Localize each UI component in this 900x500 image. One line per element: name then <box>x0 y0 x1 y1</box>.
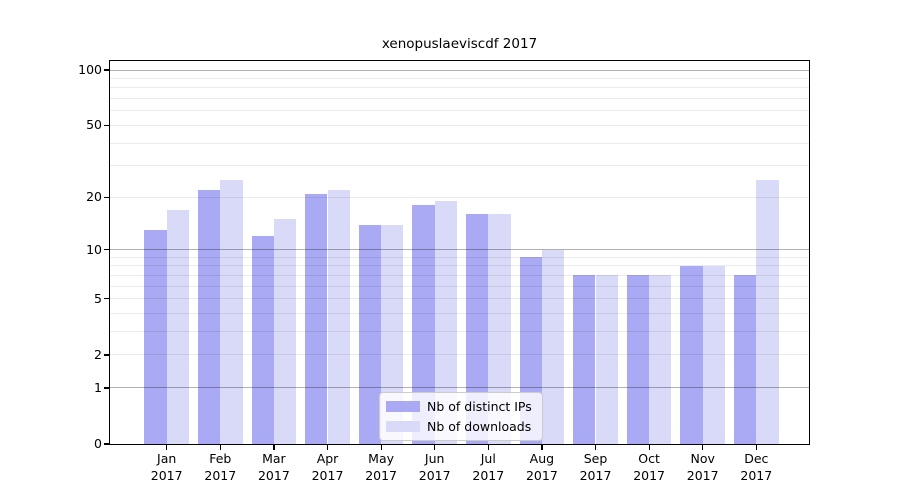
bar-distinct-ips-sep <box>573 275 596 444</box>
x-tick-label: Jan 2017 <box>150 451 183 483</box>
bar-distinct-ips-feb <box>198 189 221 444</box>
x-tick-label: Dec 2017 <box>740 451 773 483</box>
minor-gridline <box>110 313 809 315</box>
legend-label-downloads: Nb of downloads <box>427 419 532 434</box>
x-tick-label: Jul 2017 <box>472 451 505 483</box>
x-tick-label: Mar 2017 <box>257 451 290 483</box>
bar-distinct-ips-jan <box>144 230 167 444</box>
x-tick <box>487 445 489 450</box>
x-tick <box>273 445 275 450</box>
legend-item-distinct-ips: Nb of distinct IPs <box>386 399 532 414</box>
minor-gridline <box>110 354 809 356</box>
y-tick-label: 0 <box>94 436 102 451</box>
minor-gridline <box>110 196 809 198</box>
x-tick <box>166 445 168 450</box>
bar-downloads-dec <box>756 179 779 444</box>
y-tick-label: 100 <box>78 62 102 77</box>
minor-gridline <box>110 87 809 89</box>
y-tick-label: 5 <box>94 290 102 306</box>
bar-downloads-feb <box>220 179 243 444</box>
y-tick <box>104 196 110 198</box>
y-tick-label: 50 <box>86 117 102 133</box>
minor-gridline <box>110 110 809 112</box>
minor-gridline <box>110 165 809 167</box>
x-tick <box>594 445 597 450</box>
bar-distinct-ips-oct <box>626 275 650 444</box>
x-tick-label: Jun 2017 <box>418 451 451 483</box>
y-tick-label: 10 <box>86 241 102 257</box>
legend: Nb of distinct IPs Nb of downloads <box>379 392 543 441</box>
minor-gridline <box>110 331 809 333</box>
bar-downloads-nov <box>702 265 725 444</box>
x-tick <box>326 445 329 450</box>
bar-downloads-sep <box>595 275 618 444</box>
y-tick <box>104 387 110 389</box>
x-tick <box>702 445 704 450</box>
bar-downloads-jul <box>488 214 511 444</box>
major-gridline <box>110 387 809 389</box>
x-tick <box>541 445 543 450</box>
y-tick <box>104 249 110 251</box>
x-tick-label: Oct 2017 <box>633 451 665 483</box>
legend-item-downloads: Nb of downloads <box>386 419 532 434</box>
bar-distinct-ips-jul <box>466 214 489 444</box>
y-tick <box>104 69 110 71</box>
bar-distinct-ips-dec <box>734 275 757 444</box>
bar-downloads-aug <box>541 249 565 444</box>
y-tick-label: 1 <box>94 379 102 395</box>
bar-downloads-mar <box>273 219 297 444</box>
plot-area <box>109 60 810 445</box>
bar-distinct-ips-mar <box>251 236 274 444</box>
y-tick <box>104 443 110 445</box>
x-tick-label: Aug 2017 <box>525 451 558 483</box>
y-tick <box>104 124 110 127</box>
y-tick <box>104 354 110 356</box>
bar-downloads-may <box>381 224 404 444</box>
minor-gridline <box>110 274 809 276</box>
bar-distinct-ips-jun <box>412 205 435 444</box>
bar-distinct-ips-nov <box>680 265 703 444</box>
minor-gridline <box>110 265 809 267</box>
major-gridline <box>110 249 809 251</box>
x-tick-label: Sep 2017 <box>579 451 612 483</box>
minor-gridline <box>110 142 809 144</box>
bar-distinct-ips-may <box>358 224 382 444</box>
minor-gridline <box>110 98 809 100</box>
x-tick-label: Nov 2017 <box>686 451 719 483</box>
minor-gridline <box>110 298 809 300</box>
major-gridline <box>110 69 809 71</box>
bar-downloads-oct <box>649 275 672 444</box>
x-tick-label: Apr 2017 <box>311 451 344 483</box>
x-tick-label: Feb 2017 <box>204 451 237 483</box>
x-tick <box>648 445 650 450</box>
legend-swatch-distinct-ips <box>386 401 420 412</box>
minor-gridline <box>110 285 809 287</box>
bar-downloads-jun <box>434 201 457 444</box>
x-tick <box>434 445 436 450</box>
x-tick <box>219 445 221 450</box>
bar-distinct-ips-apr <box>305 193 328 444</box>
legend-label-distinct-ips: Nb of distinct IPs <box>427 399 532 414</box>
y-tick-label: 2 <box>94 346 102 362</box>
minor-gridline <box>110 256 809 258</box>
minor-gridline <box>110 77 809 79</box>
x-tick-label: May 2017 <box>365 451 397 483</box>
bar-downloads-jan <box>166 209 189 444</box>
x-tick <box>755 445 757 450</box>
bar-downloads-apr <box>327 189 350 444</box>
y-tick <box>104 298 110 300</box>
legend-swatch-downloads <box>386 421 420 432</box>
y-tick-label: 20 <box>86 189 102 205</box>
minor-gridline <box>110 124 809 126</box>
chart-title: xenopuslaeviscdf 2017 <box>381 36 538 52</box>
x-tick <box>380 445 382 450</box>
